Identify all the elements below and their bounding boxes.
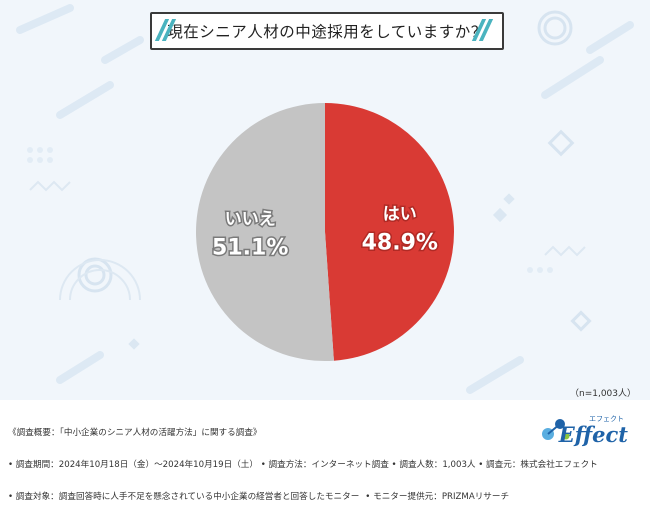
pie-slice (325, 103, 455, 361)
logo-name: Effect (558, 422, 628, 447)
sample-size-label: （n=1,003人） (569, 389, 636, 399)
survey-target: • 調査対象：調査回答時に人手不足を懸念されている中小企業の経営者と回答したモニ… (8, 492, 360, 503)
survey-details: • 調査期間：2024年10月18日（金）〜2024年10月19日（土） • 調… (8, 459, 598, 470)
slice-label: いいえ (225, 210, 276, 230)
logo-kana: エフェクト (589, 415, 624, 423)
pie-slice (196, 103, 334, 361)
monitor-provider: • モニター提供元：PRIZMAリサーチ (365, 492, 510, 503)
slice-value-label: 48.9% (362, 230, 438, 255)
logo-mark-icon (542, 419, 570, 440)
pie-chart: はい 48.9% いいえ 51.1% (196, 103, 455, 361)
footer: 《調査概要：「中小企業のシニア人材の活躍方法」に関する調査》 • 調査期間：20… (0, 402, 650, 502)
slice-label: はい (383, 204, 417, 224)
background-decoration (16, 4, 634, 394)
slice-value-label: 51.1% (212, 236, 288, 261)
effect-logo: エフェクト Effect (538, 410, 638, 447)
survey-overview: 《調査概要：「中小企業のシニア人材の活躍方法」に関する調査》 (8, 427, 262, 438)
chart-title: 現在シニア人材の中途採用をしていますか？ (150, 12, 504, 50)
